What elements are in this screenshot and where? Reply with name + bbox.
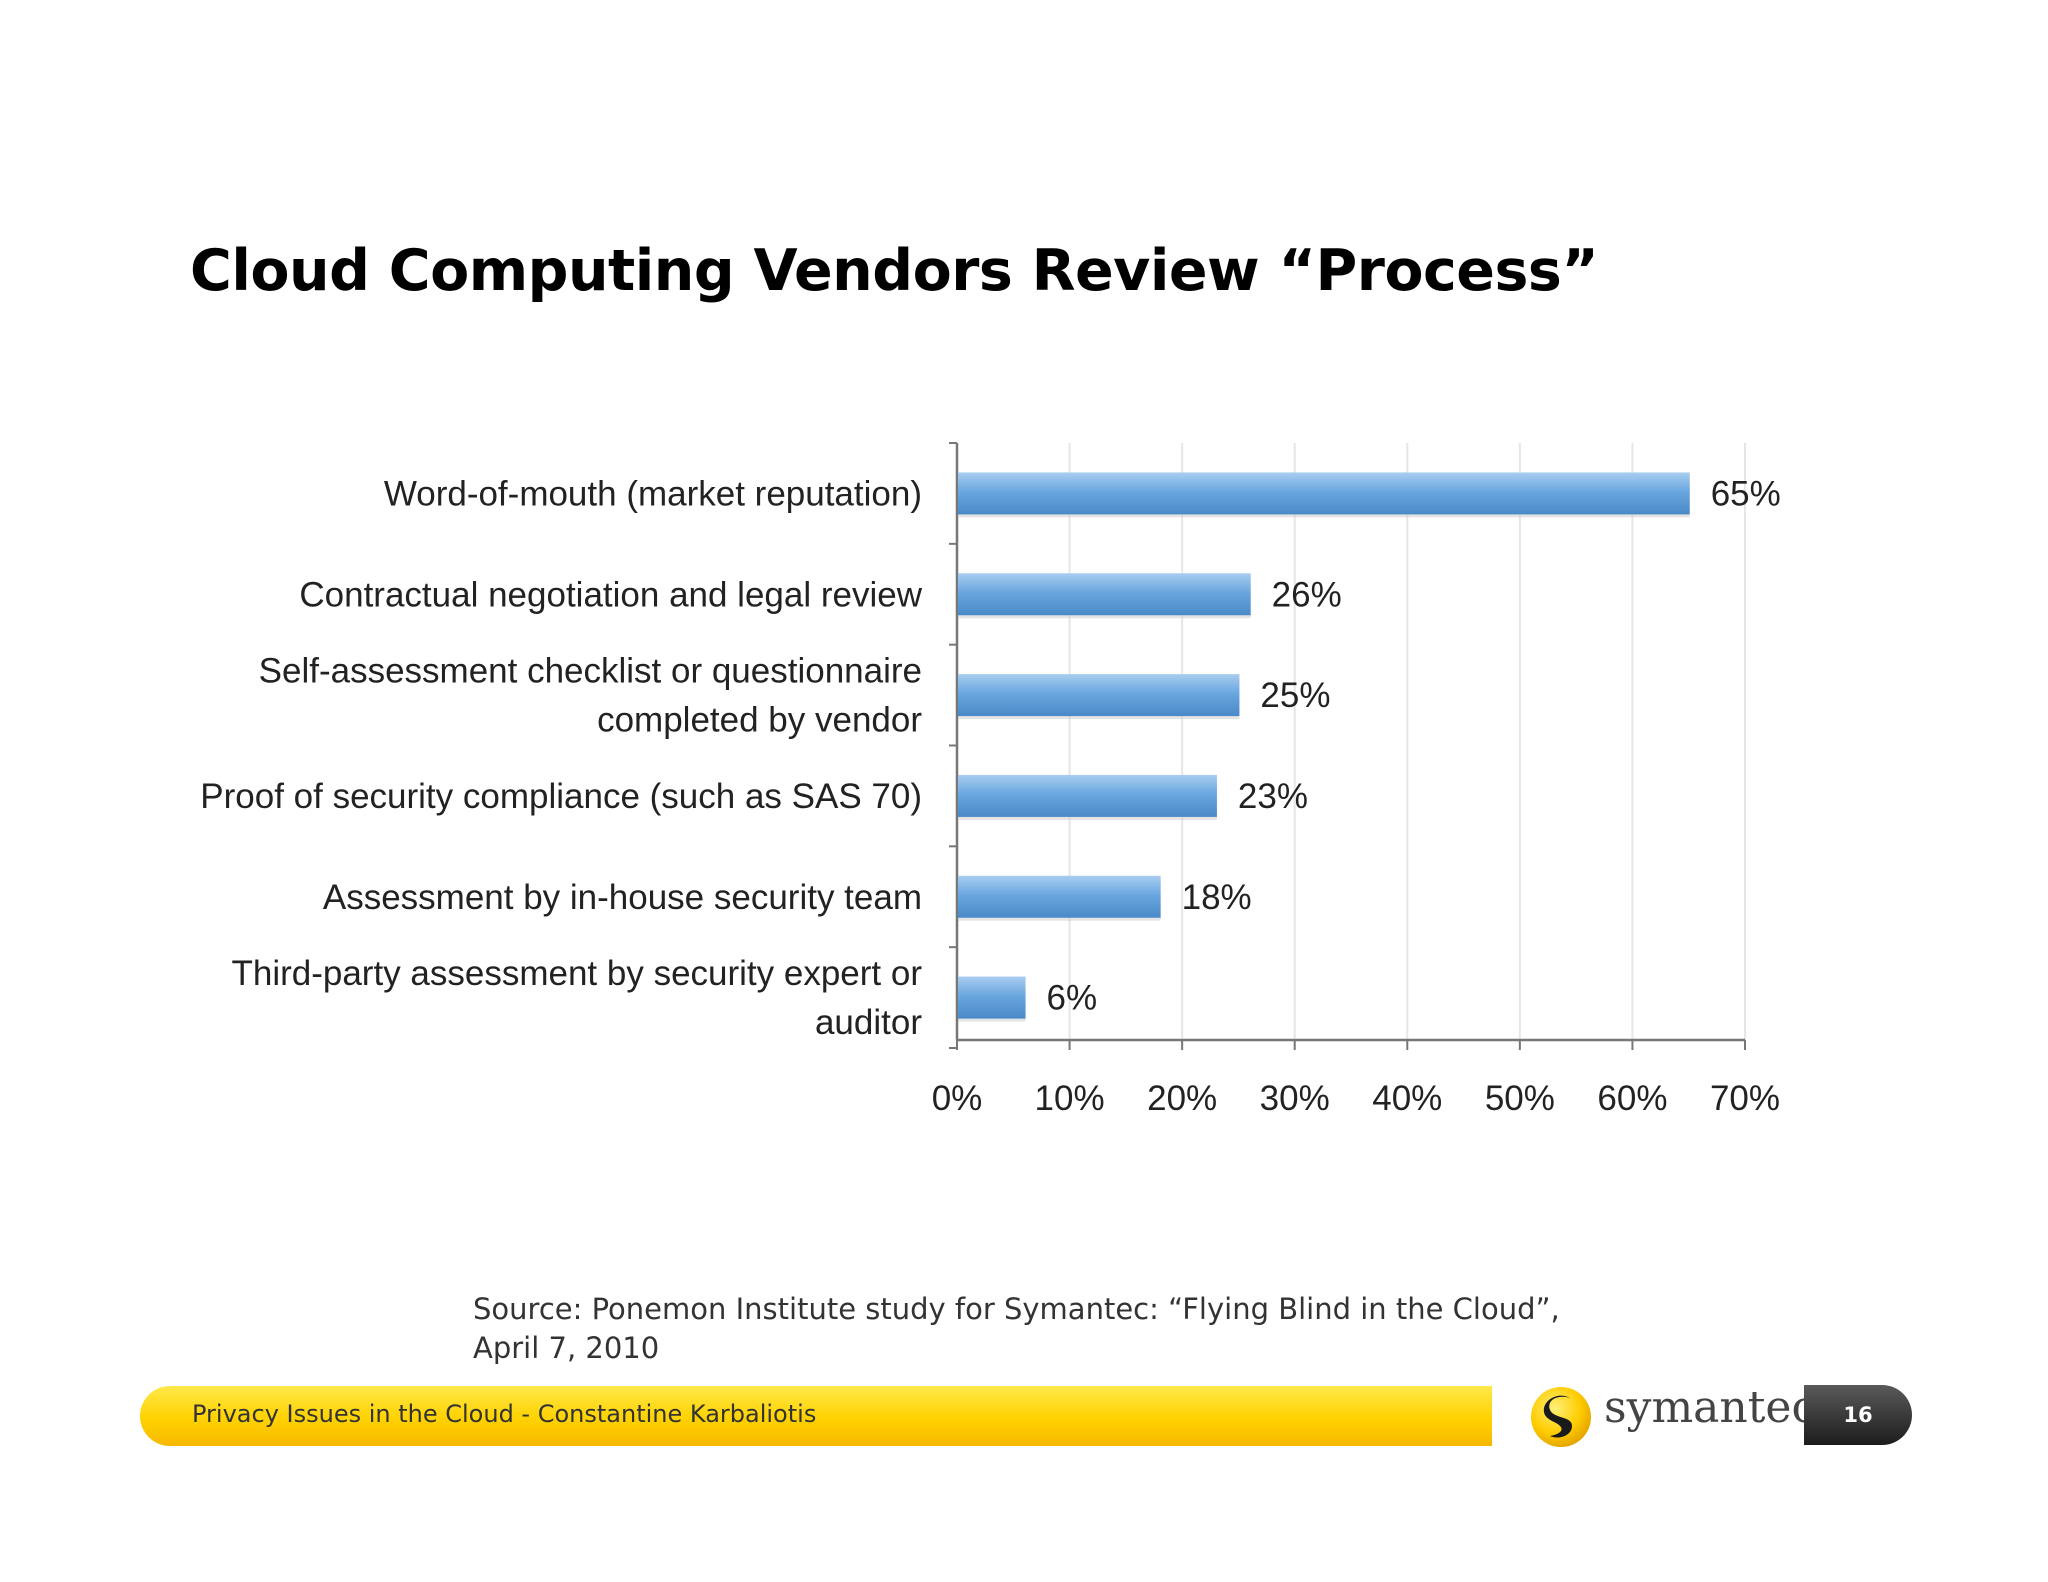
category-label: Assessment by in-house security team [323,878,922,917]
footer-bar: Privacy Issues in the Cloud - Constantin… [140,1386,1492,1446]
x-tick-label: 40% [1372,1079,1442,1118]
bars [958,472,1690,1022]
page-number: 16 [1804,1385,1912,1445]
data-label: 18% [1182,878,1252,917]
bar [958,774,1217,817]
bar [958,875,1161,918]
bar [958,472,1690,515]
data-label: 6% [1047,979,1098,1018]
x-tick-label: 50% [1485,1079,1555,1118]
x-tick-label: 60% [1597,1079,1667,1118]
x-tick-label: 0% [932,1079,983,1118]
data-label: 65% [1711,474,1781,513]
source-line-2: April 7, 2010 [473,1331,660,1365]
footer-text: Privacy Issues in the Cloud - Constantin… [192,1400,817,1428]
source-line-1: Source: Ponemon Institute study for Syma… [473,1292,1560,1326]
category-label: Contractual negotiation and legal review [299,575,922,614]
gridlines [1068,443,1746,1040]
category-label: Word-of-mouth (market reputation) [384,474,922,513]
x-tick-label: 20% [1147,1079,1217,1118]
symantec-logo-icon [1531,1387,1591,1447]
source-citation: Source: Ponemon Institute study for Syma… [473,1290,1623,1368]
bar [958,976,1026,1019]
category-label: Third-party assessment by security exper… [231,954,922,993]
category-label: auditor [815,1003,922,1042]
category-label: Proof of security compliance (such as SA… [200,777,922,816]
bar-chart: 0% 10% 20% 30% 40% 50% 60% 70% 65% Word-of-mouth … [200,442,1781,1118]
category-label: Self-assessment checklist or questionnai… [259,652,922,691]
x-tick-label: 10% [1035,1079,1105,1118]
logo-wordmark: symantec. [1604,1382,1831,1433]
data-label: 23% [1238,777,1308,816]
bar [958,674,1240,717]
category-label: completed by vendor [597,701,922,740]
data-label: 25% [1260,676,1330,715]
data-label: 26% [1272,575,1342,614]
bar [958,573,1251,616]
x-tick-label: 30% [1260,1079,1330,1118]
slide-title: Cloud Computing Vendors Review “Process” [190,238,1599,304]
axes [949,442,1746,1050]
x-tick-label: 70% [1710,1079,1780,1118]
labels: 0% 10% 20% 30% 40% 50% 60% 70% 65% Word-of-mouth … [200,474,1780,1118]
